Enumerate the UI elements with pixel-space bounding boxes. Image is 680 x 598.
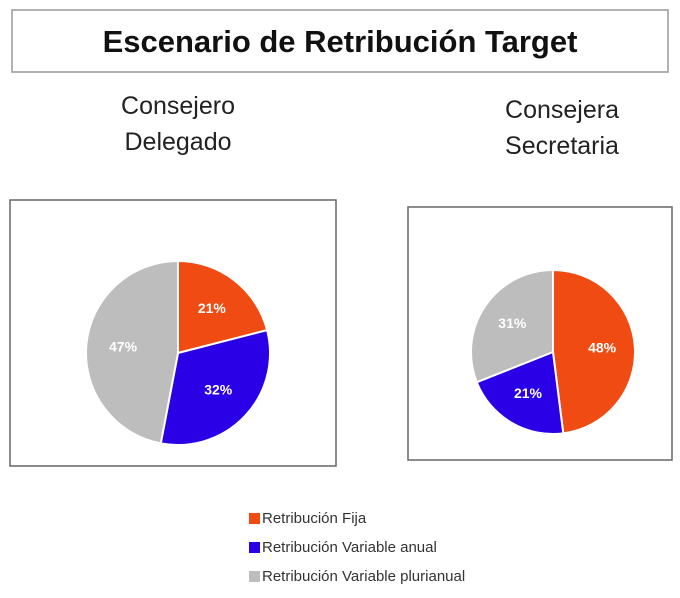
data-label: 31% [498, 315, 527, 331]
pie-slice [159, 328, 271, 446]
legend-label: Retribución Fija [262, 510, 367, 527]
title-box [11, 9, 669, 73]
legend-swatch [249, 542, 260, 553]
pie-slice [475, 350, 565, 435]
data-label: 32% [204, 381, 233, 397]
pie-slice [177, 259, 269, 355]
legend-label: Retribución Variable anual [262, 539, 437, 556]
data-label: 21% [514, 385, 543, 401]
pie-slice [552, 268, 636, 435]
chart-title: Consejero Delegado [121, 92, 235, 156]
data-label: 48% [588, 340, 617, 356]
data-label: 21% [198, 300, 227, 316]
page-title: Escenario de Retribución Target [103, 24, 578, 59]
pie-slice [470, 268, 554, 384]
chart-title: Consejera Secretaria [505, 96, 619, 160]
legend-swatch [249, 513, 260, 524]
legend-swatch [249, 571, 260, 582]
legend-label: Retribución Variable plurianual [262, 568, 465, 585]
pie-slice [85, 259, 179, 445]
data-label: 47% [109, 339, 138, 355]
